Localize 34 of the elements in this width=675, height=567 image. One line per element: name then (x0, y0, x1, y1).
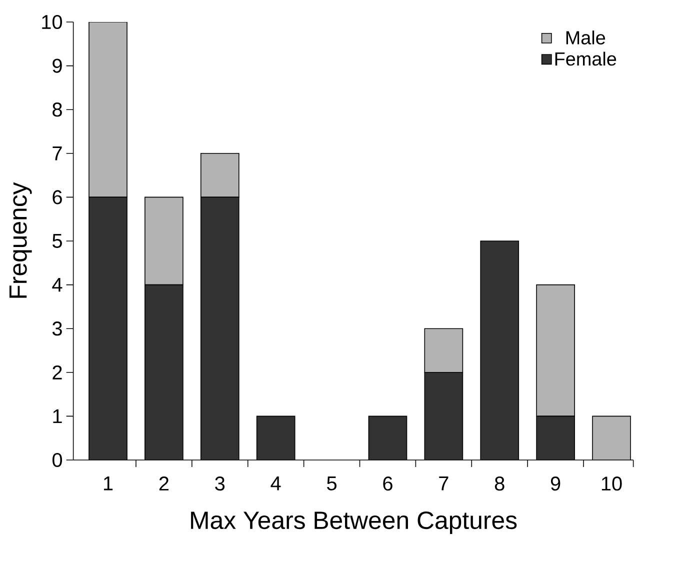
bar (424, 328, 464, 373)
bar (536, 416, 575, 460)
x-axis-title: Max Years Between Captures (191, 511, 517, 534)
x-tick-label: 6 (383, 476, 392, 491)
y-tick-label: 7 (52, 146, 62, 160)
y-tick-label: 0 (52, 452, 62, 468)
y-tick-label: 9 (52, 58, 62, 73)
x-tick-label: 8 (494, 476, 504, 491)
x-tick-label: 10 (602, 476, 622, 491)
y-tick-label: 5 (52, 234, 62, 248)
bar (88, 197, 128, 460)
y-tick-label: 2 (52, 365, 62, 380)
x-tick-label: 4 (270, 476, 281, 490)
y-tick-label: 10 (42, 14, 62, 30)
bar (368, 416, 407, 460)
y-tick-label: 8 (52, 102, 62, 117)
bar (424, 372, 463, 460)
x-tick-label: 3 (215, 476, 225, 491)
bar (200, 197, 239, 460)
y-tick-label: 4 (52, 278, 62, 292)
bar (480, 240, 519, 460)
bar (144, 284, 183, 460)
x-tick-label: 5 (327, 476, 336, 490)
x-tick-label: 1 (104, 476, 113, 490)
legend-label: Female (555, 52, 616, 66)
y-tick-label: 1 (53, 409, 62, 424)
x-tick-label: 2 (159, 476, 168, 490)
y-tick-label: 3 (52, 322, 62, 336)
y-tick-label: 6 (52, 190, 62, 204)
x-tick-label: 9 (550, 476, 560, 491)
bar (256, 416, 295, 460)
legend-label: Male (566, 30, 606, 44)
x-tick-label: 7 (439, 476, 448, 490)
y-axis-title: Frequency (9, 182, 32, 298)
